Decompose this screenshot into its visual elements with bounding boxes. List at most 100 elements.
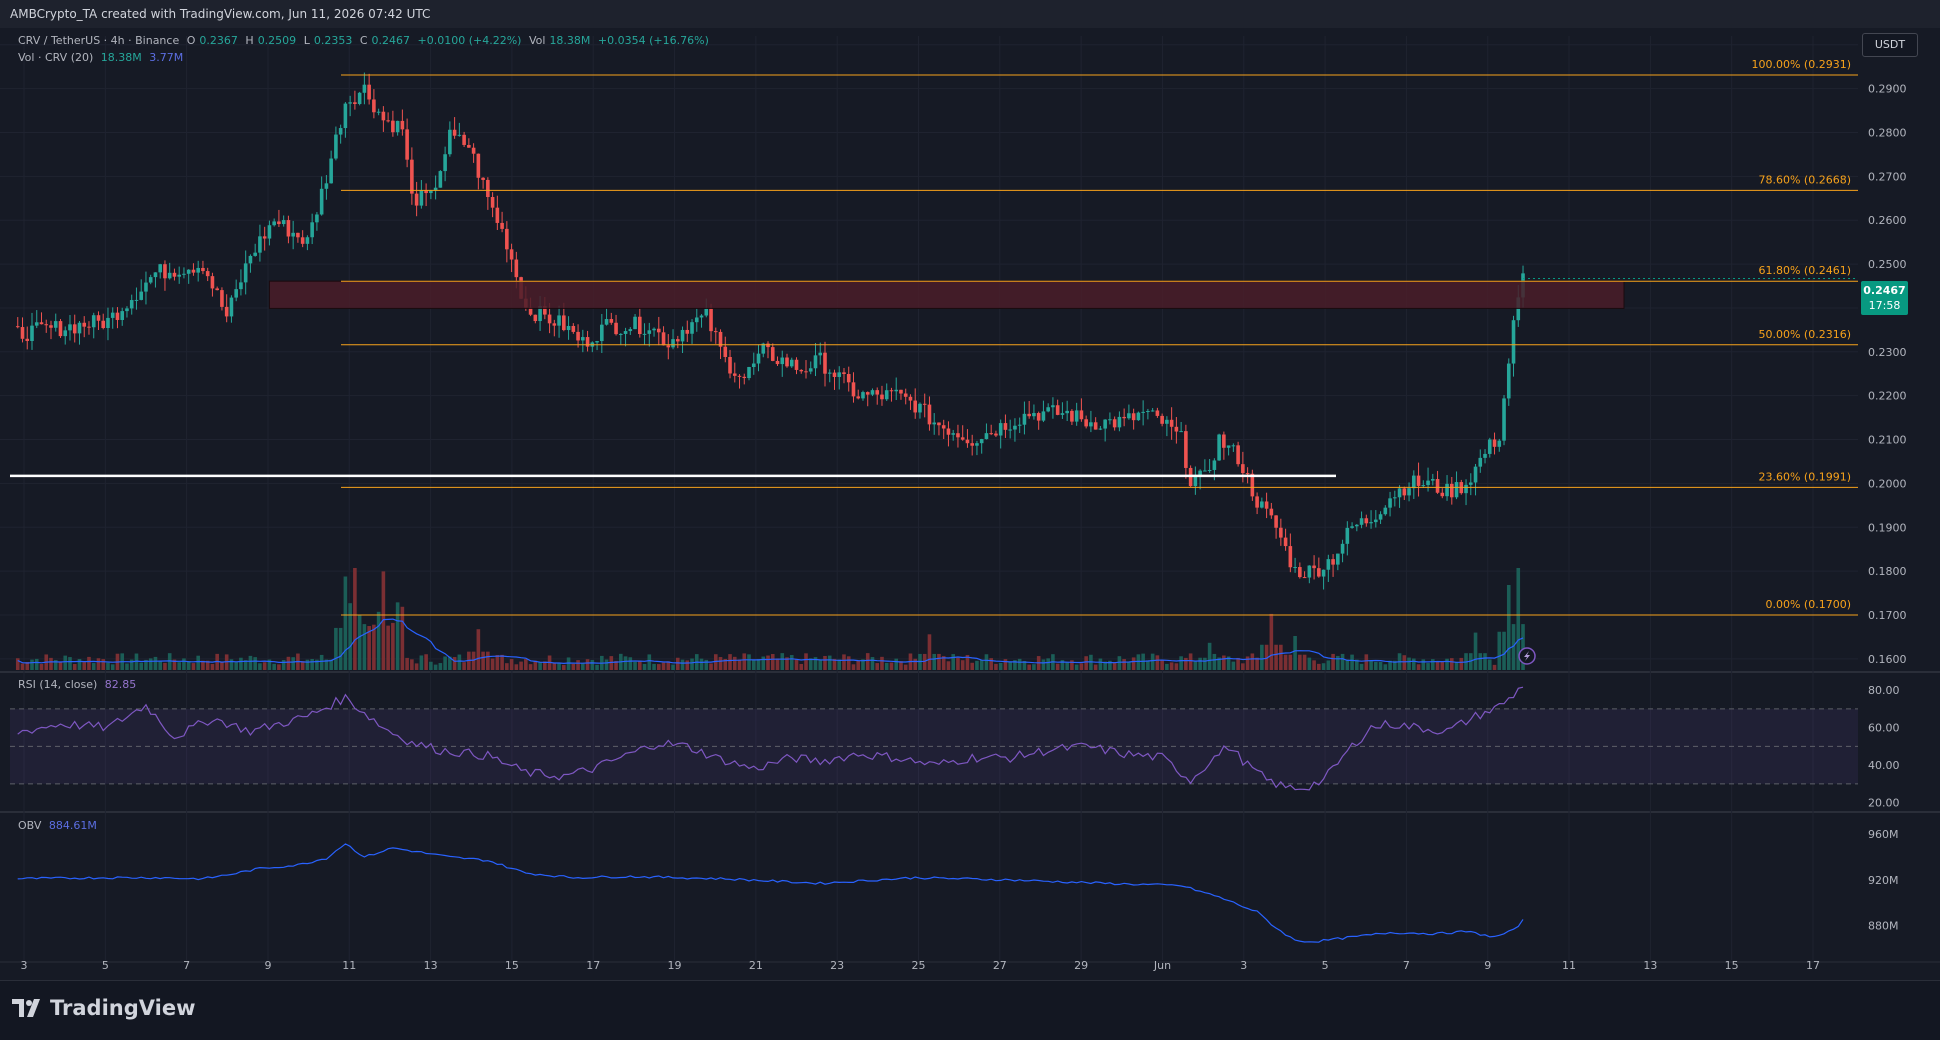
candle-body — [1022, 413, 1027, 425]
chart-panel[interactable] — [0, 28, 1940, 980]
candle-body — [927, 404, 932, 425]
candle-body — [1383, 507, 1388, 515]
volume-bar — [808, 658, 813, 670]
volume-bar — [889, 662, 894, 670]
candle-body — [922, 403, 927, 405]
candle-body — [1122, 416, 1126, 419]
candle-body — [884, 390, 889, 400]
candle-body — [1112, 419, 1117, 428]
volume-bar — [604, 659, 609, 670]
volume-bar — [400, 606, 405, 670]
volume-bar — [243, 660, 248, 670]
candle-body — [1487, 439, 1492, 454]
volume-bar — [970, 662, 974, 670]
candle-body — [433, 187, 438, 191]
vol-value: 18.38M — [549, 34, 591, 47]
candle-body — [1426, 480, 1430, 486]
volume-bar — [315, 659, 319, 670]
volume-bar — [68, 657, 72, 670]
volume-bar — [1093, 664, 1098, 670]
volume-bar — [751, 659, 756, 670]
volume-bar — [870, 657, 875, 670]
candle-body — [557, 315, 561, 326]
volume-bar — [1497, 631, 1502, 670]
candle-body — [1231, 445, 1236, 447]
price-axis-tick: 0.2000 — [1868, 477, 1907, 490]
volume-bar — [267, 659, 272, 670]
volume-bar — [633, 661, 637, 670]
obv-label[interactable]: OBV — [18, 819, 42, 832]
candle-body — [495, 207, 500, 223]
candle-body — [139, 291, 144, 300]
candle-body — [960, 437, 965, 440]
volume-bar — [927, 634, 932, 670]
volume-bar — [1103, 661, 1107, 670]
candle-body — [144, 282, 148, 292]
candle-body — [191, 269, 196, 273]
volume-bar — [163, 662, 167, 670]
rsi-label[interactable]: RSI (14, close) — [18, 678, 98, 691]
volume-bar — [609, 656, 614, 670]
candle-body — [538, 306, 542, 322]
candle-body — [837, 372, 842, 377]
volume-bar — [519, 661, 523, 670]
volume-bar — [20, 663, 25, 670]
volume-bar — [818, 660, 823, 670]
candle-body — [462, 134, 466, 145]
volume-bar — [1245, 656, 1250, 670]
volume-bar — [286, 656, 291, 670]
volume-bar — [106, 662, 110, 670]
candle-body — [243, 263, 248, 283]
volume-bar — [191, 663, 196, 670]
volume-bar — [410, 659, 414, 670]
volume-bar — [1255, 657, 1259, 670]
candle-body — [163, 264, 167, 279]
volume-bar — [585, 659, 590, 670]
candle-body — [1217, 434, 1221, 461]
candle-body — [1497, 440, 1502, 447]
price-axis-tick: 0.1800 — [1868, 565, 1907, 578]
volume-bar — [766, 655, 770, 670]
candle-body — [1468, 482, 1473, 485]
candle-body — [889, 390, 894, 392]
candle-body — [1207, 469, 1212, 471]
candle-body — [39, 322, 44, 325]
candle-body — [1098, 428, 1103, 430]
volume-bar — [1065, 662, 1069, 670]
volume-bar — [1027, 664, 1031, 670]
brand-name: TradingView — [50, 996, 196, 1020]
volume-bar — [951, 654, 955, 670]
candle-body — [1146, 410, 1150, 412]
candle-body — [638, 316, 642, 335]
candle-body — [581, 337, 585, 341]
volume-bar — [338, 627, 343, 670]
tradingview-logo[interactable]: TradingView — [12, 996, 195, 1020]
candle-body — [148, 277, 153, 283]
rsi-axis-tick: 20.00 — [1868, 797, 1900, 810]
volume-bar — [1212, 653, 1217, 670]
candle-body — [1041, 411, 1046, 421]
volume-label[interactable]: Vol · CRV (20) — [18, 51, 94, 64]
chart-canvas[interactable]: 100.00% (0.2931) 78.60% (0.2668) 61.80% (0… — [0, 28, 1940, 980]
time-axis-tick: 19 — [668, 959, 682, 972]
symbol-label[interactable]: CRV / TetherUS · 4h · Binance — [18, 34, 180, 47]
volume-bar — [865, 653, 870, 670]
volume-bar — [1017, 658, 1022, 670]
volume-bar — [984, 654, 989, 670]
candle-body — [1150, 410, 1155, 412]
volume-bar — [533, 660, 538, 670]
candle-body — [452, 129, 457, 136]
volume-bar — [300, 661, 305, 670]
volume-bar — [842, 654, 846, 670]
currency-button[interactable]: USDT — [1862, 33, 1918, 57]
volume-bar — [1430, 659, 1435, 670]
volume-bar — [1378, 661, 1383, 670]
volume-bar — [1454, 662, 1459, 670]
candle-body — [1502, 398, 1506, 441]
candle-body — [756, 353, 761, 364]
volume-bar — [1117, 656, 1122, 670]
volume-bar — [756, 658, 761, 670]
candle-body — [1317, 568, 1321, 577]
candle-body — [106, 317, 110, 329]
volume-bar — [91, 663, 96, 670]
